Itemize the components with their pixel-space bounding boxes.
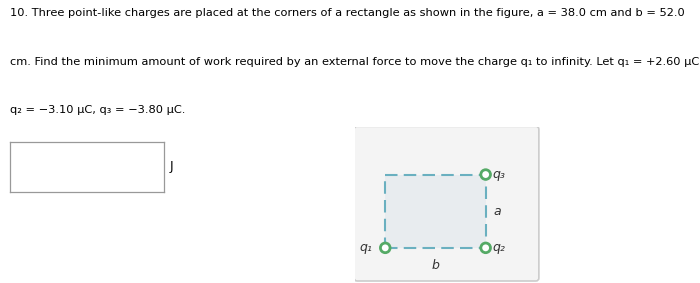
Circle shape bbox=[481, 170, 491, 179]
Text: q₁: q₁ bbox=[359, 241, 372, 254]
Text: cm. Find the minimum amount of work required by an external force to move the ch: cm. Find the minimum amount of work requ… bbox=[10, 57, 700, 67]
Circle shape bbox=[481, 243, 491, 253]
Text: a: a bbox=[494, 205, 501, 218]
Text: b: b bbox=[431, 260, 440, 273]
Text: J: J bbox=[169, 160, 173, 173]
FancyBboxPatch shape bbox=[354, 126, 539, 281]
Text: q₂: q₂ bbox=[493, 241, 505, 254]
Bar bbox=[385, 175, 486, 248]
Text: q₃: q₃ bbox=[493, 168, 505, 181]
Bar bbox=[385, 175, 486, 248]
Circle shape bbox=[380, 243, 390, 253]
Text: q₂ = −3.10 μC, q₃ = −3.80 μC.: q₂ = −3.10 μC, q₃ = −3.80 μC. bbox=[10, 105, 186, 115]
Text: 10. Three point-like charges are placed at the corners of a rectangle as shown i: 10. Three point-like charges are placed … bbox=[10, 8, 685, 18]
